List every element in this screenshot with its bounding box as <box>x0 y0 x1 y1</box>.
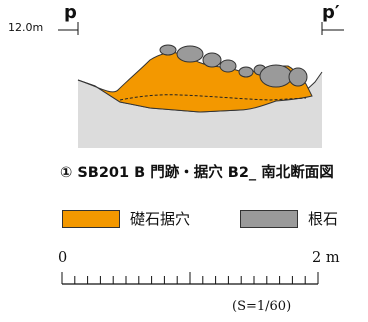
section-drawing <box>58 22 344 148</box>
root-stone <box>259 64 293 88</box>
scale-bar <box>61 272 319 285</box>
legend-label-fill: 礎石据穴 <box>130 210 191 228</box>
stone-pit-dashed <box>119 94 307 101</box>
root-stone <box>288 67 308 87</box>
root-stone <box>219 59 237 73</box>
root-stone <box>238 66 254 78</box>
root-stone <box>159 44 177 56</box>
scale-end-label: 2 m <box>312 250 340 266</box>
ground-layer <box>78 72 322 148</box>
figure-caption: ① SB201 B 門跡・据穴 B2_ 南北断面図 <box>60 165 334 181</box>
scale-ratio: (S=1/60) <box>232 299 292 314</box>
legend-label-stone: 根石 <box>308 210 339 228</box>
legend-swatch-stone <box>240 210 298 228</box>
elevation-label: 12.0m <box>8 21 44 34</box>
section-label-right: p′ <box>322 2 340 23</box>
root-stone <box>176 45 204 63</box>
root-stone <box>202 52 222 68</box>
section-label-left: p <box>64 2 77 23</box>
scale-start-label: 0 <box>58 250 68 266</box>
legend-swatch-fill <box>62 210 120 228</box>
